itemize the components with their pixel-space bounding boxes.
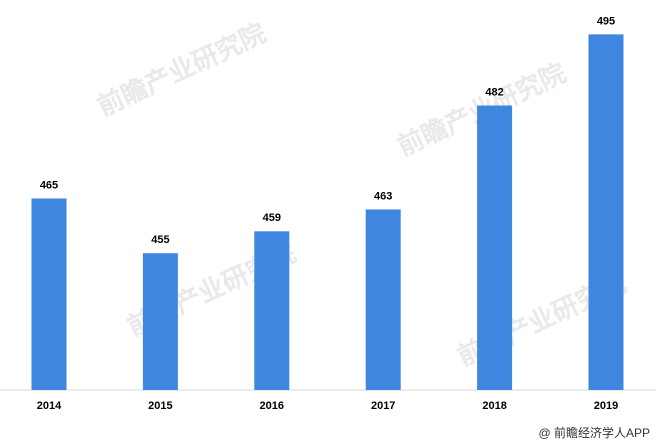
x-tick-label: 2019 [594,400,618,412]
bar [31,198,67,390]
x-tick-label: 2018 [482,400,506,412]
bar [477,105,513,390]
watermark: 前瞻产业研究院 [93,18,271,122]
x-tick-label: 2015 [148,400,172,412]
value-label: 465 [40,179,58,191]
bar [588,34,624,390]
value-label: 495 [597,15,615,27]
x-tick-label: 2017 [371,400,395,412]
value-label: 482 [485,86,503,98]
x-tick-label: 2014 [37,400,62,412]
value-label: 463 [374,190,392,202]
x-tick-label: 2016 [260,400,284,412]
source-note: @ 前瞻经济学人APP [538,425,650,440]
bar [365,209,401,390]
value-label: 459 [263,212,281,224]
bar [254,231,290,390]
value-label: 455 [151,234,169,246]
bar [142,253,178,390]
